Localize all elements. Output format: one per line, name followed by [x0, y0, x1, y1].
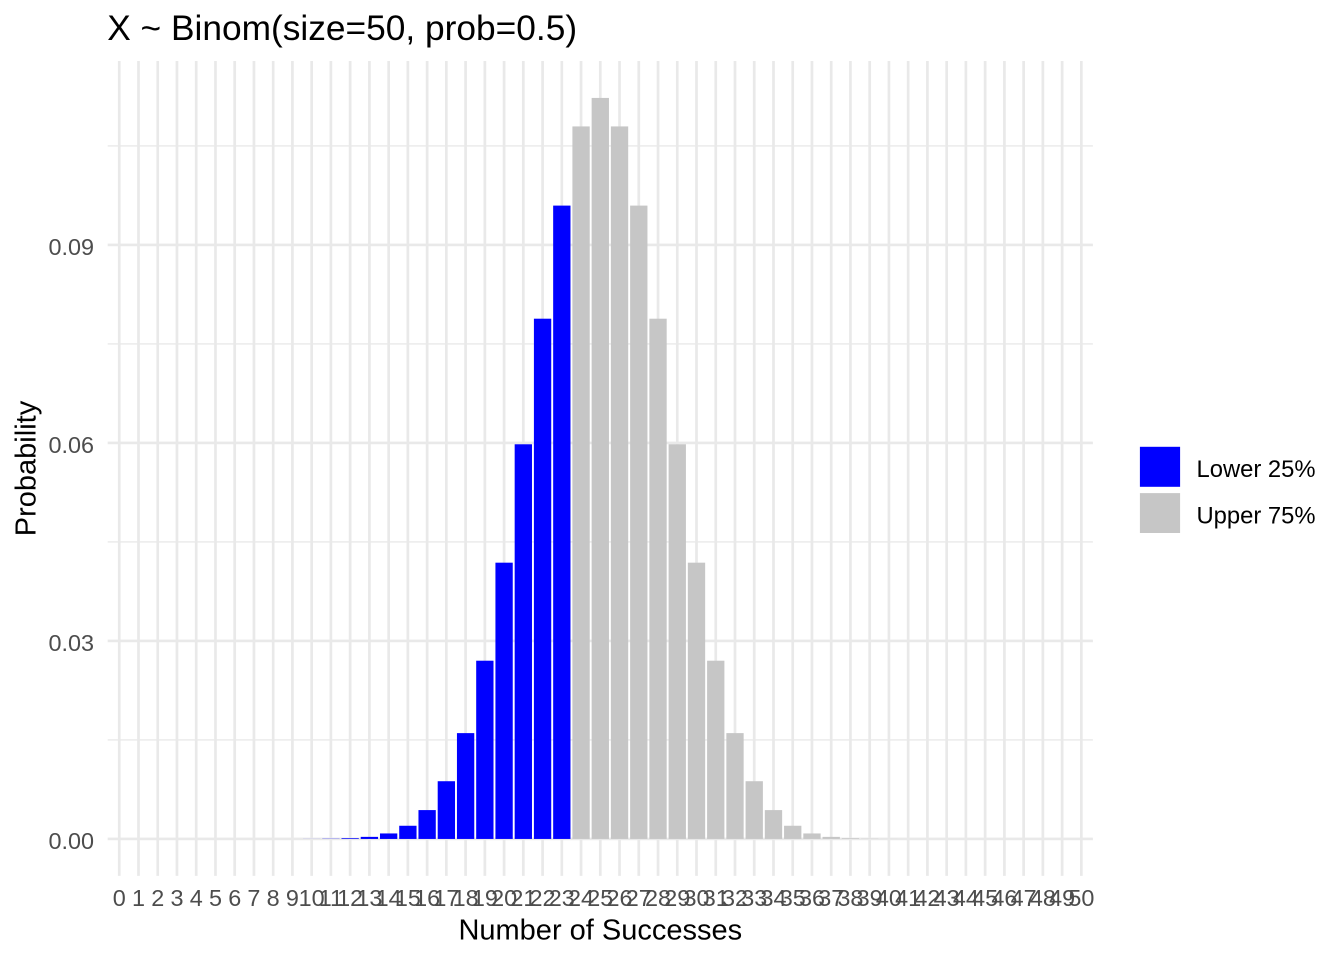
svg-text:17: 17	[433, 885, 459, 911]
svg-text:31: 31	[703, 885, 729, 911]
svg-text:44: 44	[953, 885, 979, 911]
svg-text:1: 1	[132, 885, 145, 911]
svg-text:19: 19	[472, 885, 498, 911]
svg-text:4: 4	[190, 885, 203, 911]
svg-text:28: 28	[645, 885, 671, 911]
svg-text:21: 21	[510, 885, 536, 911]
svg-text:Number of Successes: Number of Successes	[458, 915, 742, 947]
svg-text:40: 40	[876, 885, 902, 911]
svg-text:14: 14	[376, 885, 402, 911]
svg-text:30: 30	[683, 885, 709, 911]
svg-text:Lower 25%: Lower 25%	[1197, 456, 1316, 483]
svg-text:0.06: 0.06	[48, 432, 94, 458]
svg-text:27: 27	[626, 885, 652, 911]
svg-text:6: 6	[228, 885, 241, 911]
svg-text:50: 50	[1068, 885, 1094, 911]
svg-text:10: 10	[299, 885, 325, 911]
svg-text:7: 7	[247, 885, 260, 911]
svg-text:49: 49	[1049, 885, 1075, 911]
svg-text:5: 5	[209, 885, 222, 911]
svg-text:41: 41	[895, 885, 921, 911]
svg-text:42: 42	[914, 885, 940, 911]
svg-text:11: 11	[319, 885, 343, 911]
svg-text:20: 20	[491, 885, 517, 911]
svg-text:37: 37	[818, 885, 844, 911]
svg-text:48: 48	[1030, 885, 1056, 911]
svg-text:3: 3	[170, 885, 183, 911]
svg-text:39: 39	[857, 885, 883, 911]
svg-text:29: 29	[664, 885, 690, 911]
svg-text:0: 0	[113, 885, 126, 911]
svg-text:45: 45	[972, 885, 998, 911]
svg-text:9: 9	[286, 885, 299, 911]
svg-text:38: 38	[837, 885, 863, 911]
svg-text:15: 15	[395, 885, 421, 911]
svg-text:46: 46	[991, 885, 1017, 911]
svg-text:8: 8	[267, 885, 280, 911]
svg-text:2: 2	[151, 885, 164, 911]
svg-text:12: 12	[337, 885, 363, 911]
svg-text:23: 23	[549, 885, 575, 911]
svg-text:0.03: 0.03	[48, 630, 94, 656]
svg-text:32: 32	[722, 885, 748, 911]
svg-text:34: 34	[760, 885, 786, 911]
svg-text:22: 22	[530, 885, 556, 911]
svg-text:16: 16	[414, 885, 440, 911]
svg-text:35: 35	[780, 885, 806, 911]
svg-text:33: 33	[741, 885, 767, 911]
svg-text:36: 36	[799, 885, 825, 911]
svg-text:24: 24	[568, 885, 594, 911]
svg-text:43: 43	[934, 885, 960, 911]
svg-text:X ~ Binom(size=50, prob=0.5): X ~ Binom(size=50, prob=0.5)	[107, 9, 577, 48]
svg-text:Upper 75%: Upper 75%	[1197, 502, 1316, 529]
svg-text:47: 47	[1011, 885, 1037, 911]
svg-text:0.09: 0.09	[48, 234, 94, 260]
svg-text:18: 18	[453, 885, 479, 911]
svg-text:25: 25	[587, 885, 613, 911]
svg-text:13: 13	[356, 885, 382, 911]
svg-text:Probability: Probability	[11, 400, 43, 536]
svg-text:26: 26	[607, 885, 633, 911]
svg-text:0.00: 0.00	[48, 828, 94, 854]
